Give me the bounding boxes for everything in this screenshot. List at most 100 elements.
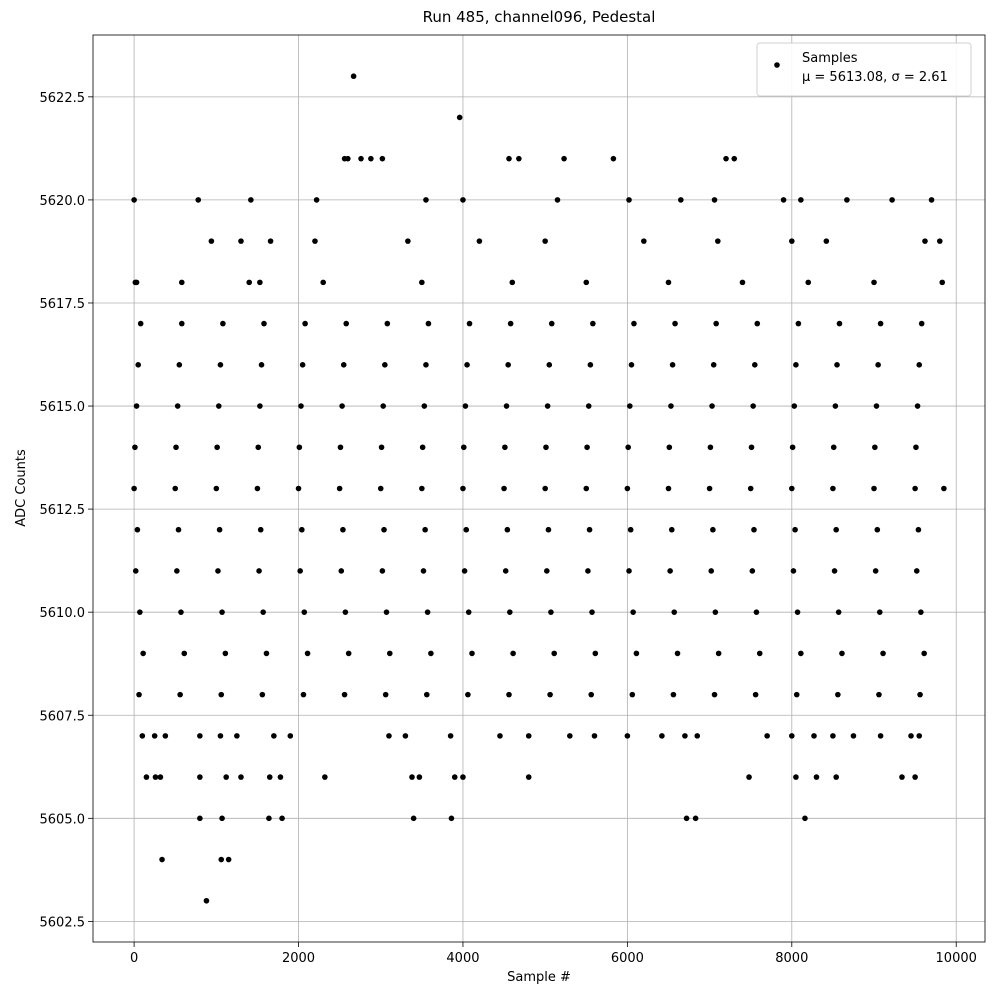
data-point [683,815,690,822]
x-tick-label: 10000 [936,951,977,966]
data-point [624,485,631,492]
data-point [503,403,510,409]
data-point [131,197,137,203]
data-point [830,733,836,739]
data-point [476,238,483,244]
data-point [304,650,311,657]
data-point [424,609,431,615]
data-point [916,362,923,368]
data-point [875,362,881,368]
data-point [713,320,719,327]
data-point [831,568,838,574]
data-point [830,444,837,451]
data-point [178,320,185,327]
data-point [633,650,640,657]
data-point [585,568,591,574]
data-point [876,609,883,615]
data-point [872,444,878,451]
data-point [922,238,928,244]
data-point [368,155,374,162]
data-point [711,197,718,203]
data-point [830,485,836,492]
data-point [561,155,567,162]
data-point [750,403,756,409]
data-point [197,733,203,739]
data-point [588,691,595,698]
data-point [833,526,839,533]
x-tick-label: 8000 [775,951,808,966]
data-point [711,691,718,698]
data-point [259,691,266,698]
data-point [707,444,714,451]
data-point [916,733,923,739]
data-point [805,279,812,286]
data-point [583,485,590,492]
data-point [219,815,225,822]
data-point [877,320,884,327]
data-point [839,650,845,657]
data-point [794,609,801,615]
data-point [915,526,922,533]
data-point [793,691,800,698]
y-tick-label: 5620.0 [40,194,86,209]
data-point [462,403,469,409]
data-point [378,444,385,451]
data-point [509,279,516,286]
data-point [337,444,344,451]
data-point [322,774,328,780]
y-tick-label: 5622.5 [40,91,86,106]
data-point [665,485,672,492]
data-point [507,609,513,615]
data-point [871,485,877,492]
data-point [234,733,240,739]
data-point [567,733,573,739]
data-point [872,568,879,574]
data-point [402,733,409,739]
data-point [590,320,596,327]
data-point [218,691,225,698]
data-point [173,444,179,451]
data-point [143,774,150,780]
data-point [913,568,920,574]
data-point [610,155,617,162]
legend-box [756,42,972,97]
data-point [548,320,555,327]
data-point [833,774,839,780]
data-point [176,362,183,368]
data-point [216,526,223,533]
data-point [214,444,220,451]
data-point [692,815,699,822]
data-point [132,568,139,574]
data-point [425,320,432,327]
data-point [447,733,454,739]
data-point [320,279,326,286]
data-point [917,691,923,698]
data-point [345,155,351,162]
data-point [544,568,550,574]
data-point [746,774,752,780]
data-point [712,609,719,615]
y-tick-label: 5605.0 [40,812,86,827]
data-point [835,609,842,615]
data-point [585,403,592,409]
data-point [751,526,757,533]
data-point [238,774,244,780]
data-point [463,526,470,533]
data-point [313,197,320,203]
data-point [504,526,511,533]
data-point [589,609,595,615]
data-point [918,320,925,327]
data-point [798,197,804,203]
data-point [739,279,746,286]
data-point [659,733,665,739]
data-point [421,403,428,409]
data-point [157,774,164,780]
data-point [551,650,558,657]
data-point [177,691,183,698]
data-point [630,609,636,615]
data-point [246,279,253,286]
data-point [256,568,262,574]
data-point [219,609,225,615]
data-point [134,526,141,533]
data-point [912,774,918,780]
